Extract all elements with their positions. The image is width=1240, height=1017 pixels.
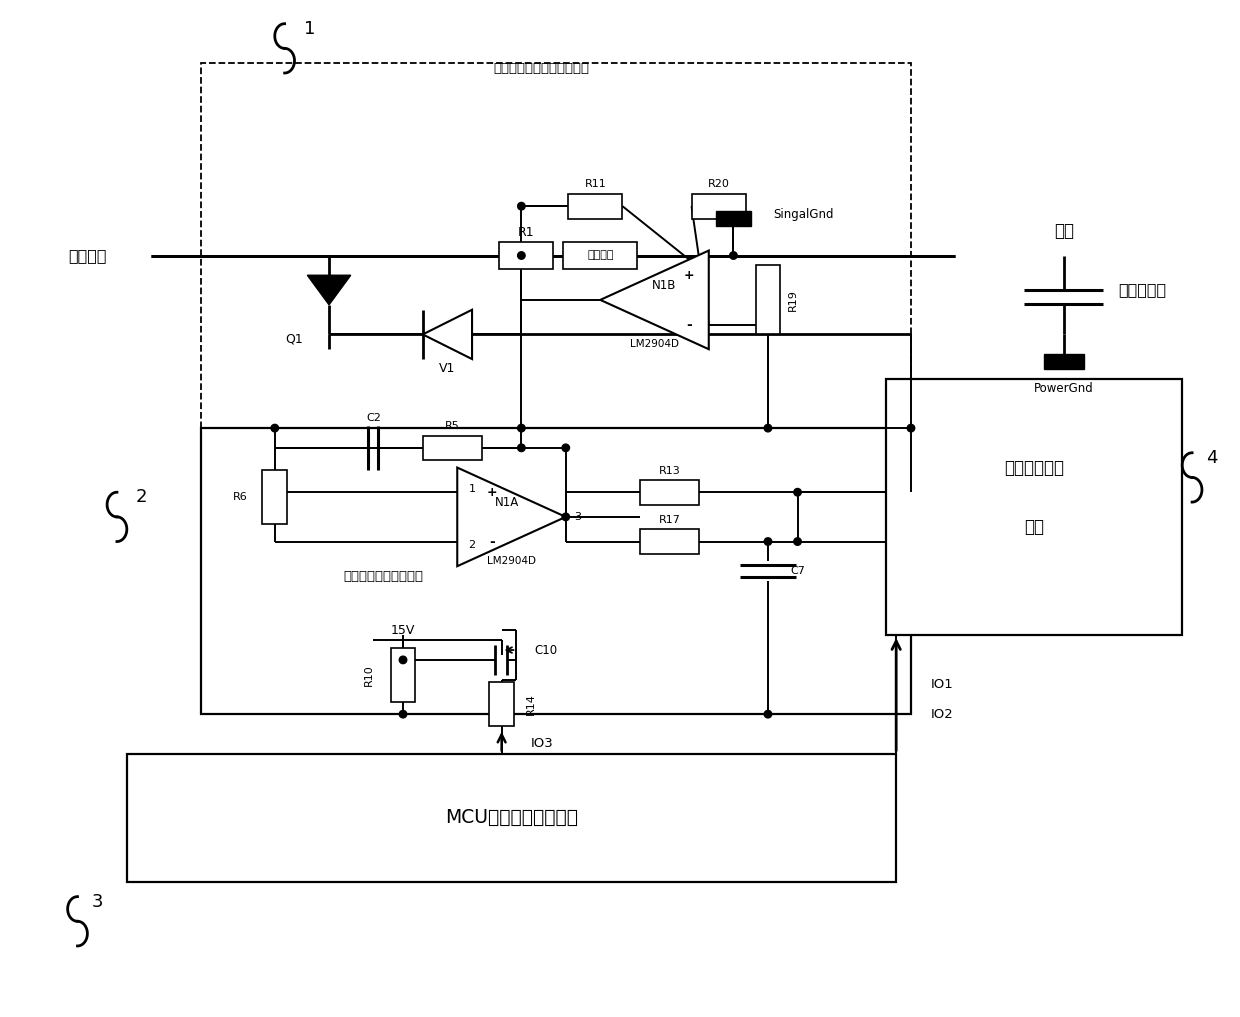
Circle shape [729, 252, 737, 259]
Polygon shape [308, 276, 351, 305]
Bar [568, 194, 622, 219]
Circle shape [562, 514, 569, 521]
Bar [755, 265, 780, 335]
Text: 取样电阻: 取样电阻 [587, 250, 614, 260]
Text: SingalGnd: SingalGnd [773, 207, 833, 221]
Text: R19: R19 [787, 289, 797, 311]
Bar [201, 428, 911, 714]
Text: IO1: IO1 [931, 678, 954, 692]
Text: LM2904D: LM2904D [630, 340, 680, 349]
Text: 1: 1 [469, 484, 476, 494]
Bar [563, 242, 637, 270]
Text: LM2904D: LM2904D [487, 556, 536, 566]
Polygon shape [600, 250, 709, 349]
Text: 4: 4 [1207, 448, 1218, 467]
Circle shape [517, 252, 525, 259]
Bar [126, 754, 897, 882]
Circle shape [272, 424, 279, 432]
Bar [490, 682, 513, 726]
Text: R6: R6 [233, 492, 248, 502]
Text: N1B: N1B [652, 279, 677, 292]
Text: R5: R5 [445, 421, 460, 431]
Text: 1: 1 [304, 19, 315, 38]
Bar [887, 378, 1182, 636]
Text: PowerGnd: PowerGnd [1034, 382, 1094, 396]
Text: 待充电负载: 待充电负载 [1118, 283, 1167, 298]
Text: 电流基准产生: 电流基准产生 [1004, 459, 1064, 477]
Circle shape [517, 444, 525, 452]
Text: -: - [686, 317, 692, 332]
Text: 2: 2 [469, 539, 476, 549]
Bar [263, 470, 288, 525]
Text: C2: C2 [366, 413, 381, 423]
Bar [640, 529, 699, 554]
Bar [500, 242, 553, 270]
Bar [1044, 354, 1084, 369]
Circle shape [794, 538, 801, 545]
Text: R20: R20 [708, 179, 729, 189]
Bar [201, 63, 911, 428]
Bar [391, 648, 415, 702]
Bar [423, 435, 482, 460]
Text: 恒流闭环驱动电路模块: 恒流闭环驱动电路模块 [343, 570, 423, 583]
Text: +: + [683, 268, 694, 282]
Text: R13: R13 [658, 466, 681, 476]
Circle shape [764, 424, 771, 432]
Text: IO3: IO3 [531, 737, 554, 751]
Text: V1: V1 [439, 362, 455, 375]
Polygon shape [423, 310, 472, 359]
Text: R17: R17 [658, 515, 681, 525]
Text: R10: R10 [363, 664, 373, 685]
Text: 模块: 模块 [1024, 518, 1044, 536]
Bar [692, 194, 745, 219]
Circle shape [399, 656, 407, 664]
Text: C7: C7 [790, 566, 805, 577]
Text: 输出: 输出 [1054, 222, 1074, 240]
Text: MCU微控制器处理模块: MCU微控制器处理模块 [445, 809, 578, 827]
Text: +: + [486, 486, 497, 498]
Circle shape [517, 202, 525, 210]
Bar [715, 212, 751, 226]
Circle shape [562, 444, 569, 452]
Circle shape [517, 424, 525, 432]
Circle shape [399, 711, 407, 718]
Text: -: - [489, 535, 495, 548]
Polygon shape [458, 468, 565, 566]
Text: R14: R14 [526, 694, 536, 715]
Text: R1: R1 [518, 227, 534, 239]
Circle shape [794, 488, 801, 496]
Text: Q1: Q1 [285, 333, 304, 346]
Circle shape [764, 538, 771, 545]
Text: R11: R11 [584, 179, 606, 189]
Text: N1A: N1A [495, 495, 518, 508]
Text: 3: 3 [574, 512, 582, 522]
Circle shape [908, 424, 915, 432]
Circle shape [764, 711, 771, 718]
Text: IO2: IO2 [931, 708, 954, 721]
Text: 2: 2 [136, 488, 148, 506]
Bar [640, 480, 699, 504]
Text: 3: 3 [92, 893, 103, 910]
Text: 功率管控制及电流取样模块: 功率管控制及电流取样模块 [494, 62, 589, 74]
Text: 高压输入: 高压输入 [68, 248, 107, 263]
Text: 15V: 15V [391, 623, 415, 637]
Text: C10: C10 [534, 644, 558, 657]
